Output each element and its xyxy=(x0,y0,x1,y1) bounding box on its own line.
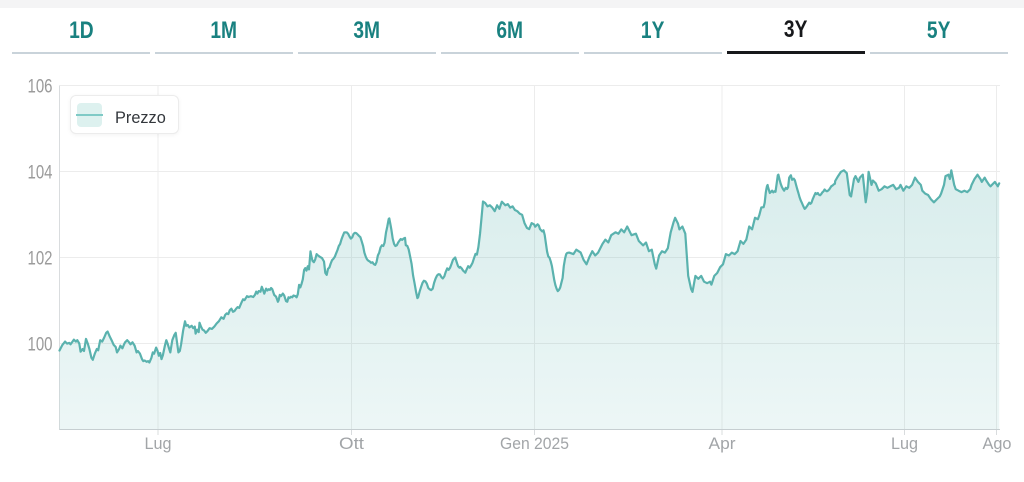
svg-text:100: 100 xyxy=(28,335,53,356)
svg-text:102: 102 xyxy=(28,249,53,270)
svg-text:Apr: Apr xyxy=(709,434,736,453)
svg-text:106: 106 xyxy=(28,77,53,98)
svg-text:Lug: Lug xyxy=(891,434,918,453)
svg-text:104: 104 xyxy=(28,163,53,184)
svg-text:Lug: Lug xyxy=(145,434,172,453)
svg-text:Ott: Ott xyxy=(339,434,364,453)
svg-text:Gen 2025: Gen 2025 xyxy=(500,434,569,453)
svg-text:Ago: Ago xyxy=(983,434,1012,453)
